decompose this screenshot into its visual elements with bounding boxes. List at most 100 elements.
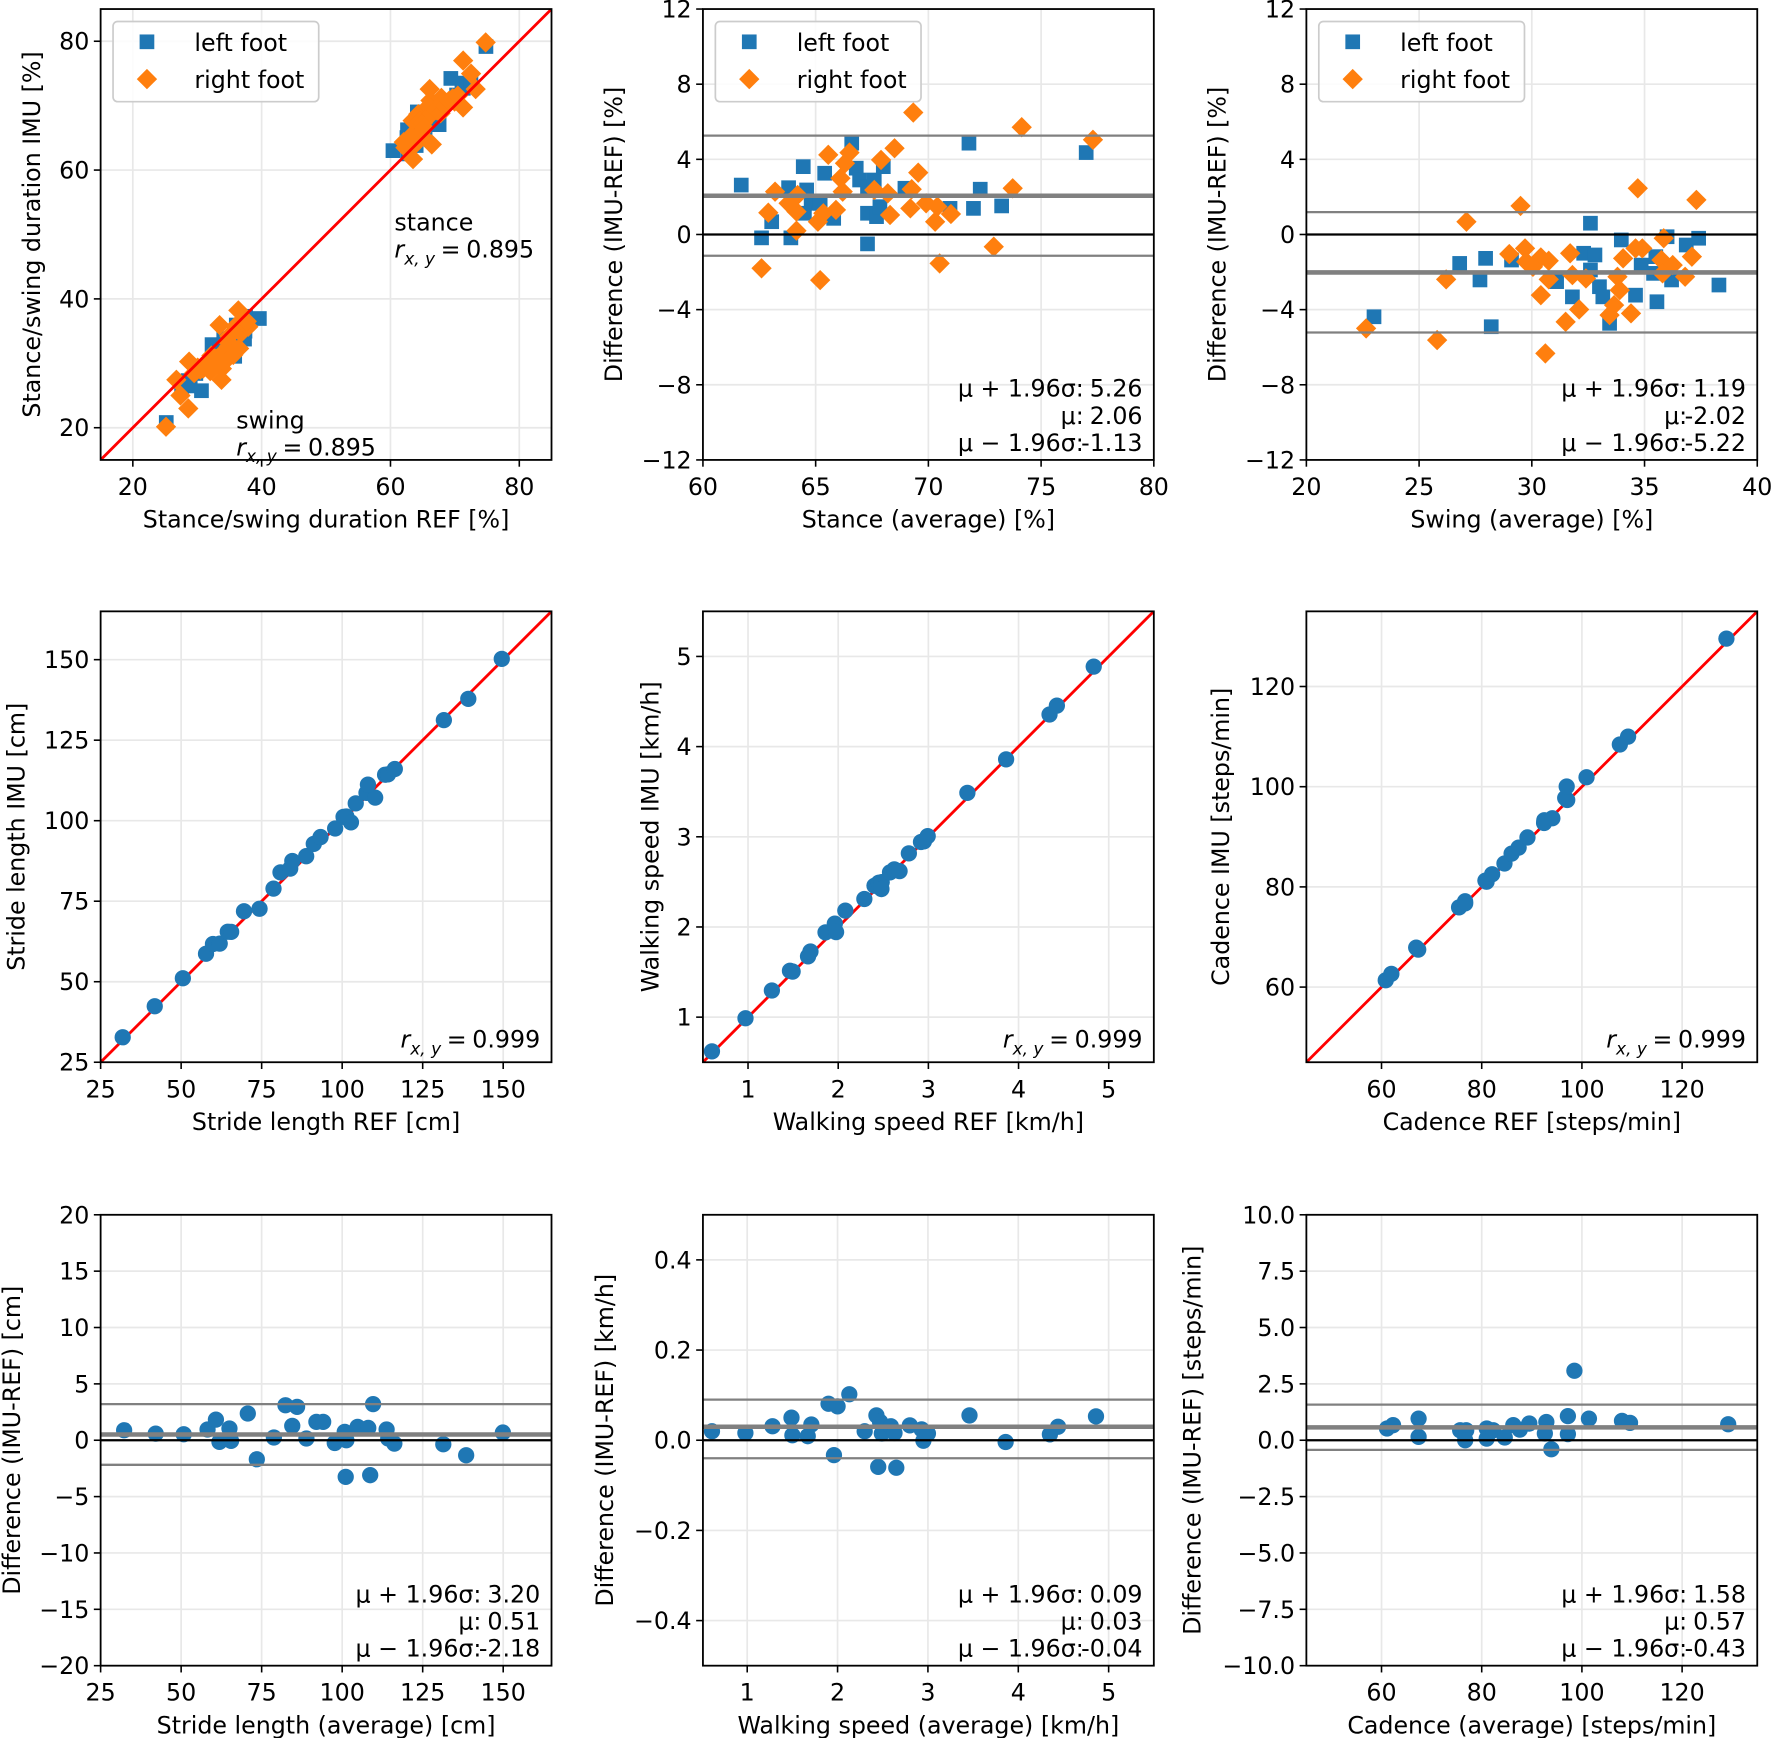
data-point [1519,829,1536,846]
data-point [784,963,801,980]
x-tick-label: 100 [1559,1075,1604,1103]
y-tick-label: 125 [44,727,89,755]
stat-label: μ: [1061,402,1084,430]
legend-label: left foot [194,29,287,57]
r-symbol: r [394,236,405,264]
r-value: 0.895 [466,236,534,264]
y-tick-label: 20 [59,1201,89,1229]
data-point [347,795,364,812]
y-tick-label: 0.4 [654,1246,692,1274]
data-point [961,1407,978,1424]
data-point [763,982,781,999]
x-tick-label: 40 [247,473,277,501]
data-point [795,159,811,175]
data-point [1558,778,1575,795]
data-point [174,970,191,987]
data-point [1681,246,1703,267]
data-point [1478,250,1493,266]
x-tick-label: 125 [400,1075,445,1103]
data-point [1410,1410,1427,1427]
x-tick-label: 20 [118,473,148,501]
data-point [827,923,845,941]
legend-label: left foot [1400,29,1493,57]
r-symbol: r [1606,1026,1617,1054]
data-point [1613,232,1629,248]
data-point [997,751,1015,768]
x-tick-label: 80 [1467,1075,1497,1103]
x-tick-label: 2 [830,1679,845,1707]
stat-value: 1.19 [1693,375,1746,403]
data-point [817,165,833,181]
data-point [1535,343,1556,364]
data-point [414,117,435,139]
legend: left foot right foot [112,20,320,103]
equals-sign: = [447,1026,467,1054]
data-point [1651,249,1672,271]
data-point [362,1467,379,1484]
x-tick-label: 5 [1101,1075,1116,1103]
data-point [265,880,282,897]
data-point [1559,1407,1577,1425]
data-point [703,1043,721,1060]
cluster-label: swing [236,406,304,434]
data-point [1718,630,1735,647]
agreement-stats: μ + 1.96σ: 5.26μ: 2.06μ − 1.96σ:-1.13 [958,375,1143,457]
data-point [114,1029,131,1046]
y-tick-label: −0.4 [634,1607,692,1635]
data-point [1583,215,1598,231]
x-tick-label: 20 [1291,473,1321,501]
data-point [282,860,299,877]
y-tick-label: 0.0 [654,1427,692,1455]
r-symbol: r [1003,1026,1014,1054]
data-point [1627,178,1648,199]
data-point [1457,895,1474,912]
data-layer [100,611,552,1063]
stat-value: -2.18 [479,1635,540,1663]
stat-label: μ − 1.96σ: [1561,429,1687,457]
square-marker-icon [1345,34,1361,50]
subplot-1: 20 40 60 80 20 40 60 80 Stance/swing duration RE… [18,8,553,534]
x-tick-label: 5 [1101,1679,1116,1707]
x-tick-label: 150 [481,1679,526,1707]
data-point [1452,256,1468,271]
legend: left foot right foot [714,20,922,103]
correlation-label: rx, y = 0.999 [1003,1026,1143,1059]
r-value: 0.999 [1678,1026,1746,1054]
x-tick-label: 60 [375,473,405,501]
data-point [837,902,854,919]
correlation-label: rx, y = 0.895 [236,433,376,466]
r-subscript: x, y [1012,1038,1045,1058]
stat-value: 0.57 [1693,1608,1746,1636]
x-tick-label: 25 [1404,473,1434,501]
data-point [251,900,268,917]
data-point [1609,279,1630,301]
y-tick-label: 75 [59,888,89,916]
legend-box [1317,20,1526,103]
y-tick-label: 0 [677,221,692,249]
data-point [207,1411,225,1428]
data-point [860,236,875,252]
data-point [829,1398,846,1415]
x-tick-label: 25 [86,1679,116,1707]
stat-label: μ: [1061,1608,1084,1636]
y-tick-label: −20 [39,1652,89,1680]
data-point [1632,238,1653,259]
data-point [1499,243,1520,265]
axes-frame [1305,610,1759,1064]
x-tick-label: 150 [481,1075,526,1103]
data-point [1559,243,1581,264]
y-axis-label: Cadence IMU [steps/min] [1207,688,1235,986]
x-axis-label: Stride length (average) [cm] [157,1711,496,1738]
diamond-marker-icon [1342,68,1363,90]
data-point [327,820,344,837]
y-tick-label: −10 [39,1539,89,1567]
data-point [209,314,230,336]
x-axis-label: Walking speed (average) [km/h] [738,1711,1120,1738]
data-point [443,71,459,86]
stat-label: μ − 1.96σ: [958,1635,1084,1663]
subplot-3: 20 25 30 35 40 −12 −8 −4 0 4 8 12 Swing (average) [%… [1204,0,1772,534]
stat-label: μ + 1.96σ: [356,1580,482,1608]
data-point [919,827,936,845]
data-point [223,923,240,941]
data-point [1472,272,1488,288]
